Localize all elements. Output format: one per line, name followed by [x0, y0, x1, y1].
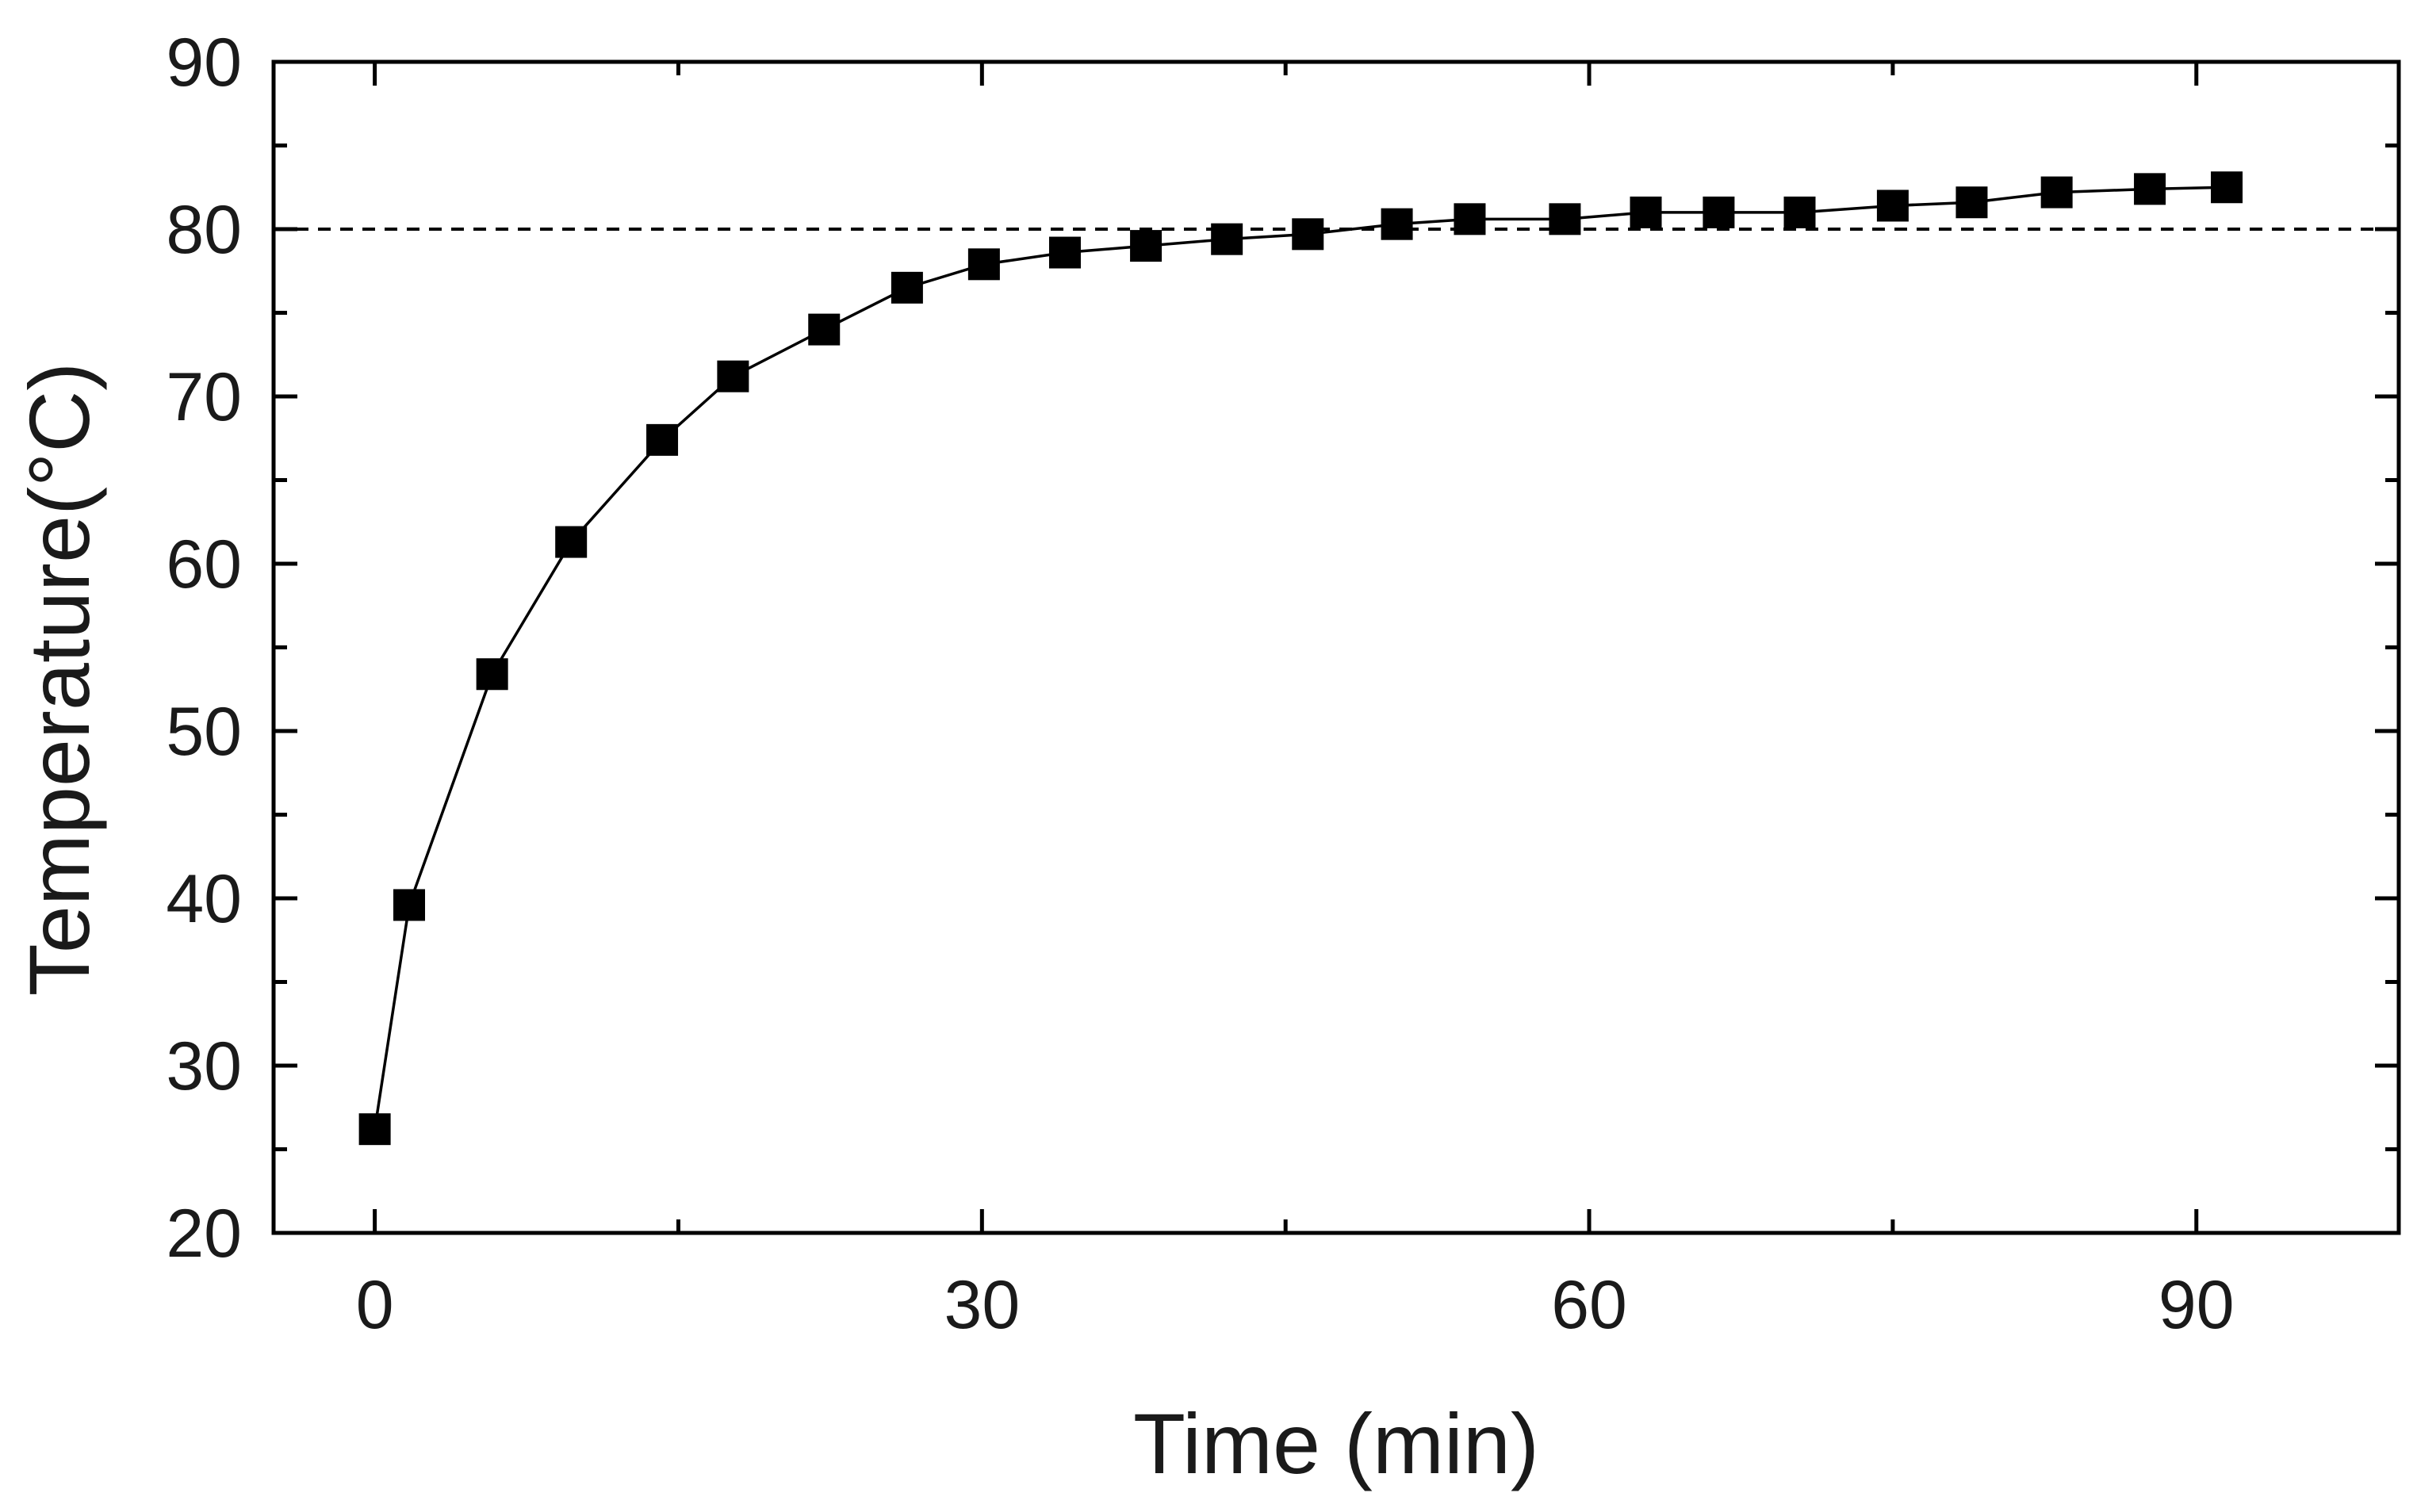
data-point [358, 1113, 391, 1146]
axes-layer: 0 30 60 90 20 30 40 50 60 70 80 90 [166, 25, 2401, 1343]
y-tick-label: 70 [166, 359, 242, 435]
data-point [393, 889, 426, 921]
series-layer [358, 171, 2243, 1146]
data-point [2134, 173, 2166, 205]
data-point [476, 658, 508, 691]
y-tick-label: 30 [166, 1028, 242, 1104]
data-point [808, 313, 841, 346]
y-axis-title: Temperature(°C) [11, 362, 107, 996]
y-tick-label: 80 [166, 192, 242, 268]
x-axis-title: Time (min) [1133, 1395, 1539, 1491]
series-line [373, 186, 2227, 1130]
data-point [2040, 176, 2073, 209]
data-point [1703, 196, 1735, 228]
data-point [1549, 203, 1581, 235]
data-point [2211, 171, 2243, 204]
data-point [1876, 189, 1909, 222]
plot-frame [271, 59, 2401, 1235]
data-point [1783, 196, 1816, 228]
x-tick-label: 0 [356, 1267, 394, 1343]
x-tick-label: 30 [944, 1267, 1020, 1343]
data-point [1630, 196, 1662, 228]
data-point [1454, 203, 1486, 235]
data-point [1292, 218, 1324, 251]
data-point [1381, 208, 1413, 240]
data-point [891, 271, 923, 304]
data-point [1130, 230, 1163, 262]
data-point [717, 360, 749, 392]
data-point [555, 526, 588, 558]
y-tick-label: 50 [166, 694, 242, 770]
data-point [646, 423, 679, 456]
data-point [1048, 236, 1081, 269]
data-point [967, 248, 1000, 281]
y-tick-label: 20 [166, 1196, 242, 1272]
x-tick-label: 60 [1551, 1267, 1627, 1343]
y-tick-label: 90 [166, 25, 242, 101]
labels-layer: Time (min) Temperature(°C) [11, 362, 1539, 1491]
y-tick-label: 40 [166, 861, 242, 937]
data-point [1211, 223, 1243, 255]
x-tick-label: 90 [2158, 1267, 2235, 1343]
data-point [1955, 186, 1988, 219]
y-tick-label: 60 [166, 526, 242, 603]
